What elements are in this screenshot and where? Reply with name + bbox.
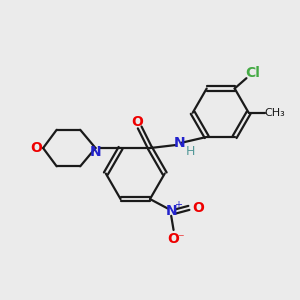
Text: O: O — [31, 141, 43, 155]
Text: CH₃: CH₃ — [264, 108, 285, 118]
Text: O: O — [192, 201, 204, 215]
Text: +: + — [174, 200, 182, 210]
Text: Cl: Cl — [245, 66, 260, 80]
Text: N: N — [90, 145, 101, 159]
Text: O: O — [168, 232, 179, 246]
Text: N: N — [174, 136, 186, 150]
Text: H: H — [186, 145, 195, 158]
Text: N: N — [165, 204, 177, 218]
Text: O: O — [132, 115, 144, 129]
Text: ⁻: ⁻ — [177, 232, 183, 245]
